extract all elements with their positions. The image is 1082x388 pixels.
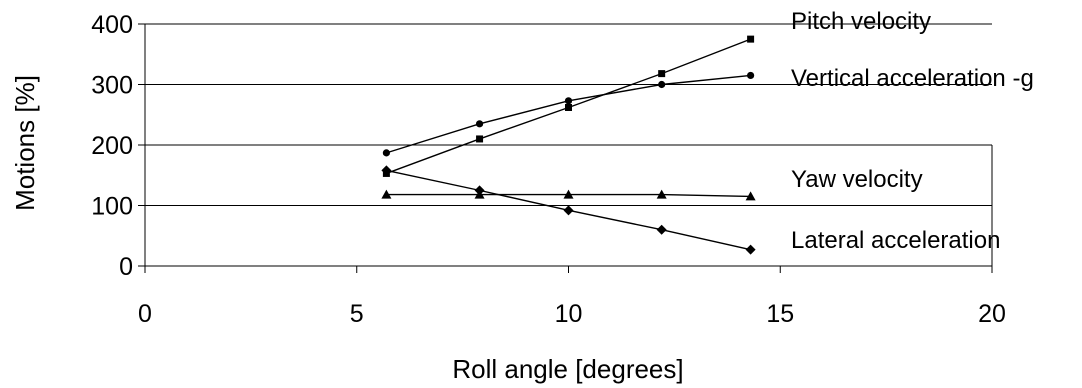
axes [138,23,993,273]
x-tick-label: 20 [978,300,1006,328]
data-point-circle [564,97,573,105]
data-point-diamond [656,224,667,235]
data-point-circle [475,120,484,128]
data-point-triangle [745,191,756,201]
data-point-diamond [745,244,756,255]
series-label: Vertical acceleration -g [791,65,1034,92]
y-tick-label: 0 [119,253,133,281]
data-point-square [658,70,666,78]
data-point-triangle [656,189,667,199]
y-tick-label: 100 [91,193,133,221]
series-yaw-velocity [381,189,756,201]
x-tick-label: 0 [138,300,152,328]
series-group [381,35,756,255]
x-axis-title: Roll angle [degrees] [452,354,683,384]
y-axis-title: Motions [%] [10,75,40,211]
series-label: Lateral acceleration [791,227,1000,254]
y-tick-label: 200 [91,132,133,160]
series-label: Yaw velocity [791,166,923,193]
data-point-square [476,135,484,143]
y-tick-label: 300 [91,72,133,100]
series-line [386,74,751,154]
data-point-diamond [381,165,392,176]
series-pitch-velocity [382,35,755,177]
data-point-diamond [563,205,574,216]
data-point-circle [658,80,666,89]
series-label: Pitch velocity [791,8,931,35]
series-lateral-acceleration [381,165,756,255]
x-tick-label: 5 [350,300,364,328]
tick-labels: 0 100 200 300 400 0 5 10 15 20 [91,11,1006,328]
data-point-triangle [381,189,392,199]
data-point-square [565,103,572,111]
x-tick-label: 15 [766,300,794,328]
data-point-diamond [474,185,485,196]
data-point-triangle [563,189,574,199]
x-tick-label: 10 [555,300,583,328]
data-point-square [747,35,755,43]
series-vertical-acceleration-g [382,71,755,157]
series-labels: Pitch velocity Vertical acceleration -g Ya… [791,8,1034,254]
data-point-circle [382,149,390,157]
data-point-circle [747,71,755,80]
y-tick-label: 400 [91,11,133,39]
